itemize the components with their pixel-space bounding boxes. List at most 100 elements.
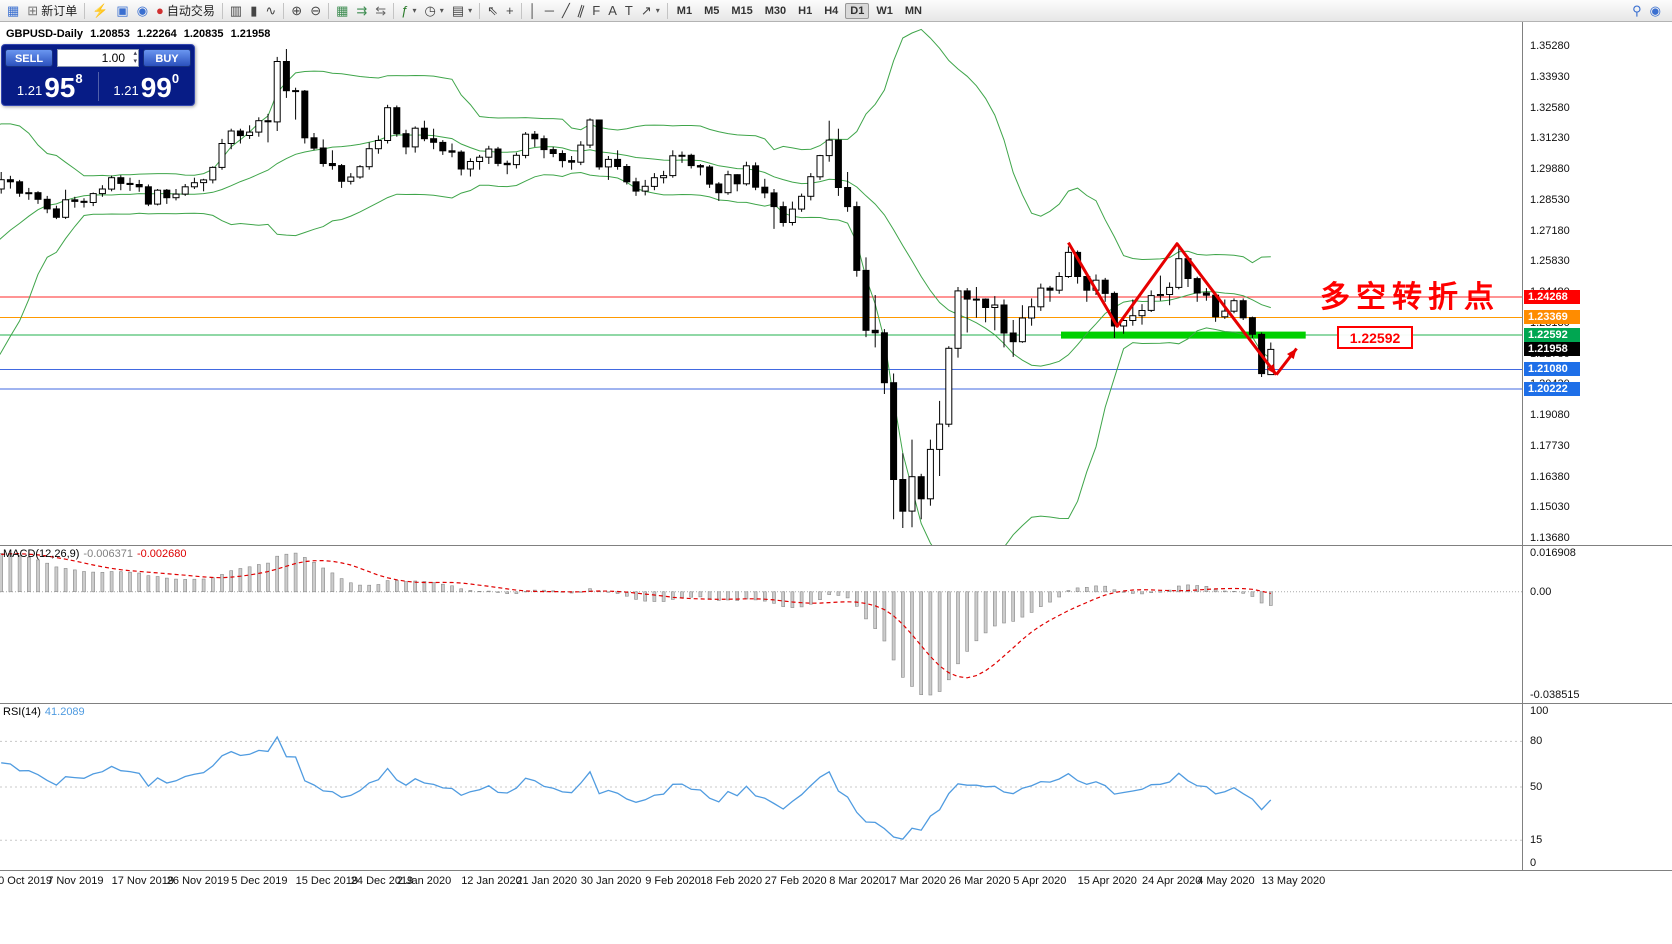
timeframe-m30-button[interactable]: M30: [764, 4, 787, 17]
price-tick-label: 1.17730: [1530, 439, 1570, 452]
timeframe-d1-button[interactable]: D1: [845, 2, 870, 19]
data-window-button[interactable]: ▣: [112, 1, 132, 21]
label-button[interactable]: T: [621, 1, 637, 21]
new-chart-button[interactable]: ▦: [3, 1, 23, 21]
chart-plus-icon: ▦: [7, 3, 20, 18]
horizontal-line-button[interactable]: ─: [541, 1, 558, 21]
timeframe-mn-button[interactable]: MN: [904, 4, 922, 17]
close-value: 1.21958: [230, 28, 271, 40]
timeframe-m5-button[interactable]: M5: [704, 4, 720, 17]
account-button[interactable]: ◉: [1646, 1, 1665, 21]
line-chart-button[interactable]: ∿: [261, 1, 280, 21]
support-zone-line: [1061, 331, 1306, 339]
rsi-line: [1, 735, 1272, 840]
sell-button[interactable]: SELL: [5, 49, 53, 67]
crosshair-button[interactable]: +: [502, 1, 518, 21]
price-tick-label: 1.25830: [1530, 255, 1570, 268]
price-level-tag: 1.21080: [1524, 362, 1580, 377]
zoom-out-icon: ⊖: [310, 3, 322, 18]
search-icon: ⚲: [1632, 3, 1642, 18]
chart-window[interactable]: GBPUSD-Daily 1.20853 1.22264 1.20835 1.2…: [0, 22, 1672, 944]
data-window-icon: ▣: [116, 3, 129, 18]
panel-separator: [0, 870, 1672, 871]
auto-trading-button[interactable]: ● 自动交易: [152, 1, 219, 21]
navigator-button[interactable]: ◉: [133, 1, 152, 21]
templates-button[interactable]: ▤ ▾: [448, 1, 476, 21]
date-label: 17 Nov 2019: [111, 875, 174, 887]
date-label: 4 May 2020: [1197, 875, 1255, 887]
dropdown-arrow-icon[interactable]: ▾: [439, 6, 444, 15]
candlestick-chart-button[interactable]: ▮: [246, 1, 261, 21]
toolbar-separator: [666, 2, 668, 19]
toolbar-button-label: 新订单: [41, 4, 78, 18]
timeframe-m15-button[interactable]: M15: [731, 4, 753, 17]
trendline-button[interactable]: ╱: [558, 1, 574, 21]
dropdown-arrow-icon[interactable]: ▾: [412, 6, 417, 15]
date-label: 27 Feb 2020: [764, 875, 827, 887]
new-order-button[interactable]: ⊞ 新订单: [23, 1, 81, 21]
candlestick-series: [0, 49, 1275, 528]
macd-axis-label: 0.016908: [1530, 547, 1576, 559]
price-axis[interactable]: 1.35280 1.33930 1.32580 1.31230 1.29880 1.285…: [1522, 22, 1672, 870]
auto-scroll-button[interactable]: ⇉: [352, 1, 371, 21]
zoom-in-button[interactable]: ⊕: [287, 1, 306, 21]
volume-decrease-button[interactable]: ▾: [133, 58, 137, 65]
account-icon: ◉: [1649, 3, 1661, 18]
channel-button[interactable]: ∥: [574, 1, 589, 21]
buy-price[interactable]: 1.21 99 0: [99, 68, 195, 105]
buy-button[interactable]: BUY: [143, 49, 191, 67]
sell-price-sup: 8: [75, 71, 83, 86]
horizontal-line-icon: ─: [544, 3, 554, 18]
tile-windows-button[interactable]: ▦: [332, 1, 352, 21]
sell-price[interactable]: 1.21 95 8: [2, 68, 98, 105]
macd-panel[interactable]: [0, 545, 1522, 703]
periods-button[interactable]: ◷ ▾: [420, 1, 447, 21]
date-label: 17 Mar 2020: [884, 875, 947, 887]
auto-scroll-icon: ⇉: [356, 3, 368, 18]
date-label: 15 Apr 2020: [1077, 875, 1137, 887]
price-tick-label: 1.15030: [1530, 501, 1570, 514]
toolbar-separator: [520, 2, 522, 19]
trendline-icon: ╱: [561, 3, 570, 18]
cursor-button[interactable]: ⇖: [483, 1, 502, 21]
chart-shift-button[interactable]: ⇆: [371, 1, 390, 21]
toolbar-separator: [84, 2, 86, 19]
dropdown-arrow-icon[interactable]: ▾: [655, 6, 660, 15]
rsi-axis-label: 15: [1530, 834, 1543, 847]
dropdown-arrow-icon[interactable]: ▾: [468, 6, 473, 15]
fibonacci-button[interactable]: F: [588, 1, 604, 21]
rsi-value: 41.2089: [44, 706, 85, 718]
panel-separator[interactable]: [0, 703, 1672, 704]
bar-chart-button[interactable]: ▥: [226, 1, 246, 21]
indicators-button[interactable]: ƒ ▾: [397, 1, 420, 21]
favorites-button[interactable]: ⚡: [88, 1, 112, 21]
vertical-line-button[interactable]: │: [525, 1, 541, 21]
annotation-text: 多空转折点: [1320, 281, 1500, 314]
date-label: 7 Nov 2019: [47, 875, 104, 887]
timeframe-w1-button[interactable]: W1: [876, 4, 893, 17]
line-chart-icon: ∿: [265, 3, 277, 18]
volume-increase-button[interactable]: ▴: [133, 50, 137, 57]
text-button[interactable]: A: [604, 1, 621, 21]
timeframe-h1-button[interactable]: H1: [798, 4, 813, 17]
timeframe-m1-button[interactable]: M1: [676, 4, 693, 17]
volume-input[interactable]: 1.00 ▴ ▾: [57, 49, 139, 67]
date-label: 13 May 2020: [1261, 875, 1326, 887]
panel-separator[interactable]: [0, 545, 1672, 546]
arrows-button[interactable]: ↗ ▾: [637, 1, 664, 21]
chart-shift-icon: ⇆: [375, 3, 387, 18]
sell-price-prefix: 1.21: [16, 83, 43, 98]
rsi-panel[interactable]: [0, 703, 1522, 870]
price-tick-label: 1.13680: [1530, 532, 1570, 544]
zoom-out-button[interactable]: ⊖: [306, 1, 325, 21]
zoom-in-icon: ⊕: [291, 3, 303, 18]
indicators-icon: ƒ: [401, 3, 409, 18]
macd-indicator-label: MACD(12,26,9) -0.006371 -0.002680: [3, 548, 187, 560]
timeframe-h4-button[interactable]: H4: [824, 4, 839, 17]
main-chart[interactable]: [0, 22, 1522, 545]
rsi-name: RSI(14): [3, 706, 41, 718]
macd-main-value: -0.006371: [83, 548, 133, 560]
search-button[interactable]: ⚲: [1628, 1, 1646, 21]
